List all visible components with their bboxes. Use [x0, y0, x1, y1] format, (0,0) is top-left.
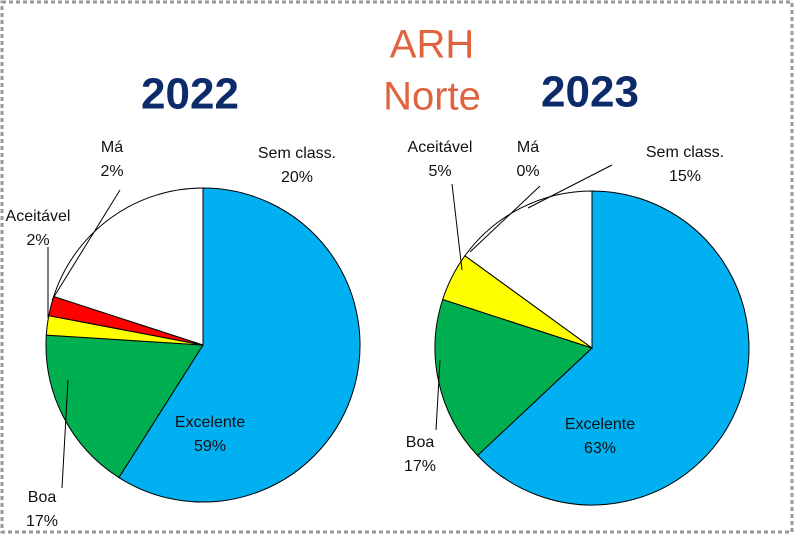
slice-value-label: 2% [26, 232, 49, 249]
chart-title: 2023 [541, 68, 639, 117]
pie-slice [53, 187, 204, 346]
pie-slice [118, 187, 361, 503]
slice-label: Excelente [175, 414, 245, 431]
pie-slice [45, 334, 204, 479]
slice-value-label: 63% [584, 440, 616, 457]
slice-label: Aceitável [408, 139, 473, 156]
pie-slice [476, 190, 750, 506]
leader-line [51, 189, 121, 301]
slice-value-label: 0% [516, 163, 539, 180]
slice-label: Sem class. [646, 144, 724, 161]
leader-line [527, 164, 613, 209]
title-line: Norte [383, 75, 481, 119]
leader-line [469, 185, 541, 253]
slice-label: Sem class. [258, 145, 336, 162]
slice-label: Aceitável [6, 208, 71, 225]
slice-value-label: 17% [404, 458, 436, 475]
chart-title: 2022 [141, 70, 239, 119]
title-line: ARH [390, 23, 474, 67]
slice-value-label: 2% [100, 163, 123, 180]
slice-label: Boa [28, 489, 57, 506]
slice-label: Má [517, 139, 539, 156]
pie-slice [464, 190, 593, 349]
slice-value-label: 17% [26, 513, 58, 530]
slice-label: Boa [406, 434, 435, 451]
slice-label: Excelente [565, 416, 635, 433]
slice-label: Má [101, 139, 123, 156]
slice-value-label: 20% [281, 169, 313, 186]
leader-line [435, 359, 441, 431]
slice-value-label: 59% [194, 438, 226, 455]
slice-value-label: 5% [428, 163, 451, 180]
leader-line [451, 183, 463, 271]
leader-line [61, 379, 69, 489]
slice-value-label: 15% [669, 168, 701, 185]
